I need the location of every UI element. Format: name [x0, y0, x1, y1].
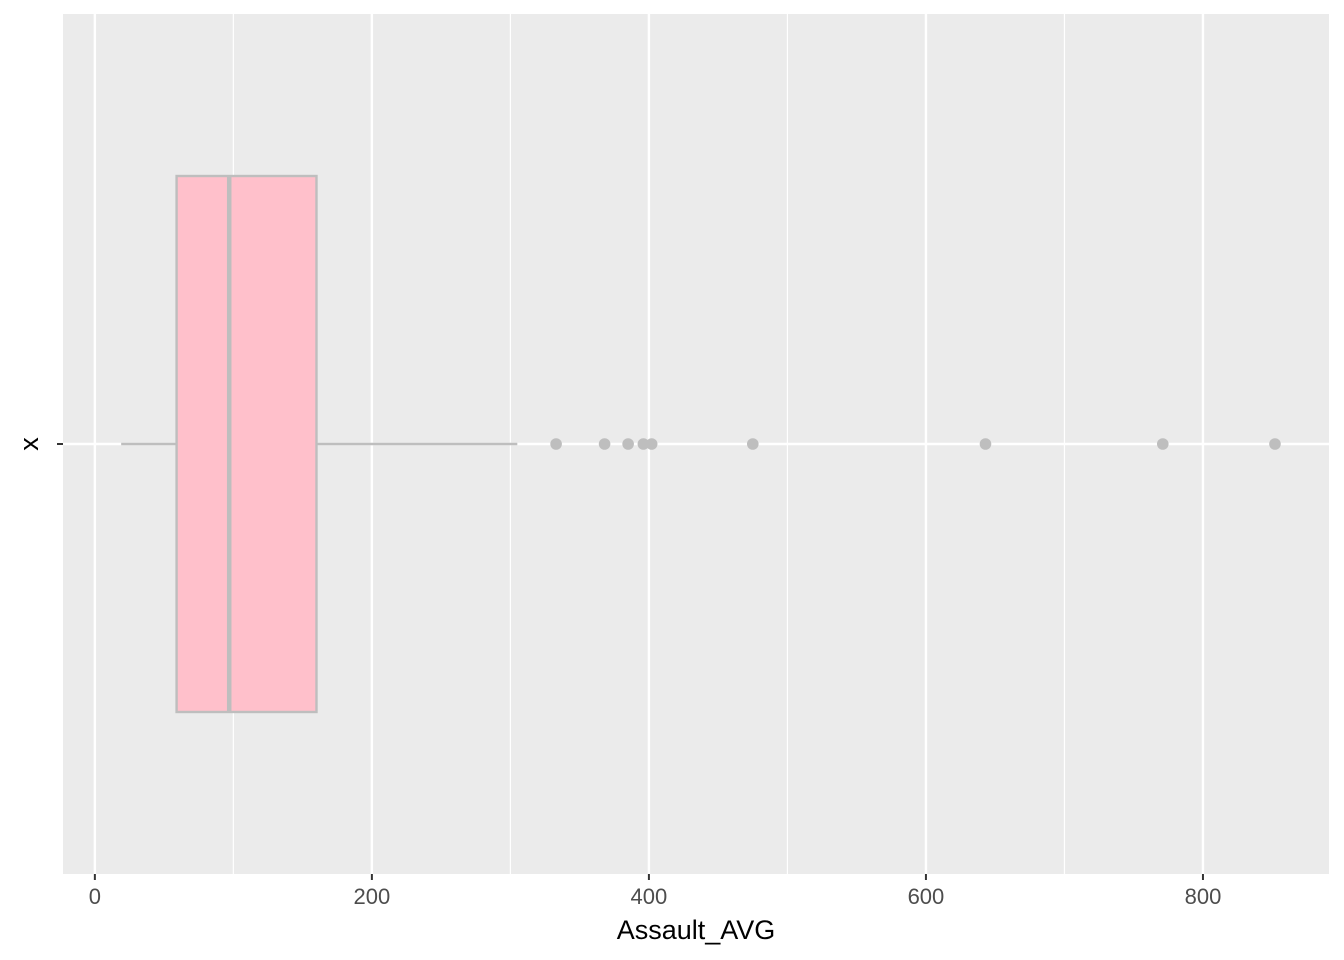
y-tick-label: x	[14, 437, 44, 451]
outlier-point	[746, 438, 759, 450]
outlier-point	[637, 438, 650, 450]
outlier-point	[645, 438, 658, 450]
x-tick-label: 600	[908, 884, 945, 909]
outlier-point	[598, 438, 611, 450]
x-axis: 0 200 400 600 800	[89, 874, 1222, 909]
box-layer	[121, 174, 518, 714]
x-axis-title: Assault_AVG	[617, 915, 776, 945]
outlier-point	[622, 438, 634, 450]
outlier-point	[1269, 438, 1281, 450]
x-tick-label: 200	[354, 884, 391, 909]
x-tick-label: 800	[1185, 884, 1222, 909]
y-axis: x	[14, 437, 63, 451]
outlier-points	[550, 438, 1281, 450]
outlier-point	[979, 438, 992, 450]
iqr-box	[175, 174, 318, 714]
x-tick-label: 0	[89, 884, 101, 909]
outlier-point	[1156, 438, 1169, 450]
x-tick-label: 400	[631, 884, 668, 909]
outlier-point	[550, 438, 562, 450]
